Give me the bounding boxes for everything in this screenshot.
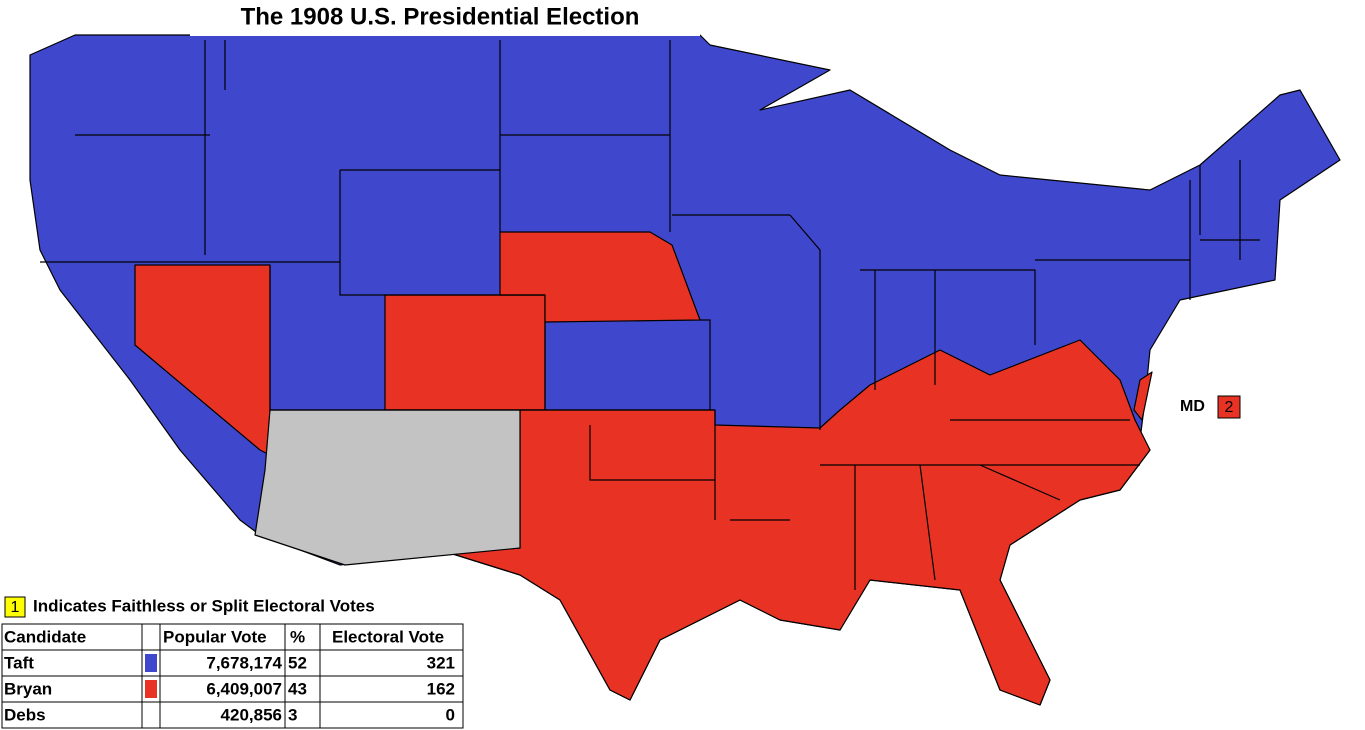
candidate-name: Bryan	[4, 679, 52, 698]
table-header: Electoral Vote	[332, 627, 444, 646]
candidate-swatch	[145, 706, 157, 724]
table-header: Candidate	[4, 627, 86, 646]
arizona-new-mexico	[254, 409, 521, 566]
table-cell	[141, 623, 161, 651]
legend-marker-box	[4, 596, 26, 618]
electoral-vote: 321	[427, 653, 455, 672]
table-cell	[159, 701, 286, 729]
popular-vote: 6,409,007	[206, 679, 282, 698]
results-table: Candidate Popular Vote% Electoral Vote Taft…	[1, 623, 464, 729]
table-cell	[319, 649, 464, 677]
candidate-swatch	[145, 654, 157, 672]
candidate-swatch	[145, 680, 157, 698]
state-borders	[40, 40, 1260, 590]
candidate-name: Debs	[4, 705, 46, 724]
annotation-value: 2	[1225, 399, 1234, 416]
candidate-name: Taft	[4, 653, 34, 672]
legend-marker: 1	[11, 599, 20, 616]
table-header: Popular Vote	[163, 627, 267, 646]
colorado	[384, 294, 546, 411]
annotation-state: MD	[1180, 398, 1205, 415]
table-cell	[284, 623, 321, 651]
table-cell	[1, 623, 143, 651]
electoral-vote: 162	[427, 679, 455, 698]
table-cell	[159, 675, 286, 703]
electoral-vote: 0	[446, 705, 455, 724]
delaware	[1133, 371, 1153, 421]
legend-text: Indicates Faithless or Split Electoral V…	[33, 596, 375, 615]
table-cell	[1, 675, 143, 703]
table-header: %	[290, 627, 305, 646]
table-cell	[284, 649, 321, 677]
nevada	[134, 264, 271, 456]
title-background	[190, 0, 700, 36]
title: The 1908 U.S. Presidential Election	[241, 3, 640, 30]
vote-percent: 43	[288, 679, 307, 698]
popular-vote: 7,678,174	[206, 653, 282, 672]
table-cell	[284, 675, 321, 703]
vote-percent: 3	[288, 705, 297, 724]
table-cell	[1, 701, 143, 729]
annotation-box	[1217, 395, 1241, 419]
table-cell	[319, 701, 464, 729]
popular-vote: 420,856	[221, 705, 282, 724]
vote-percent: 52	[288, 653, 307, 672]
map	[29, 34, 1341, 706]
table-cell	[159, 649, 286, 677]
table-cell	[159, 623, 286, 651]
southern-states	[439, 339, 1151, 706]
